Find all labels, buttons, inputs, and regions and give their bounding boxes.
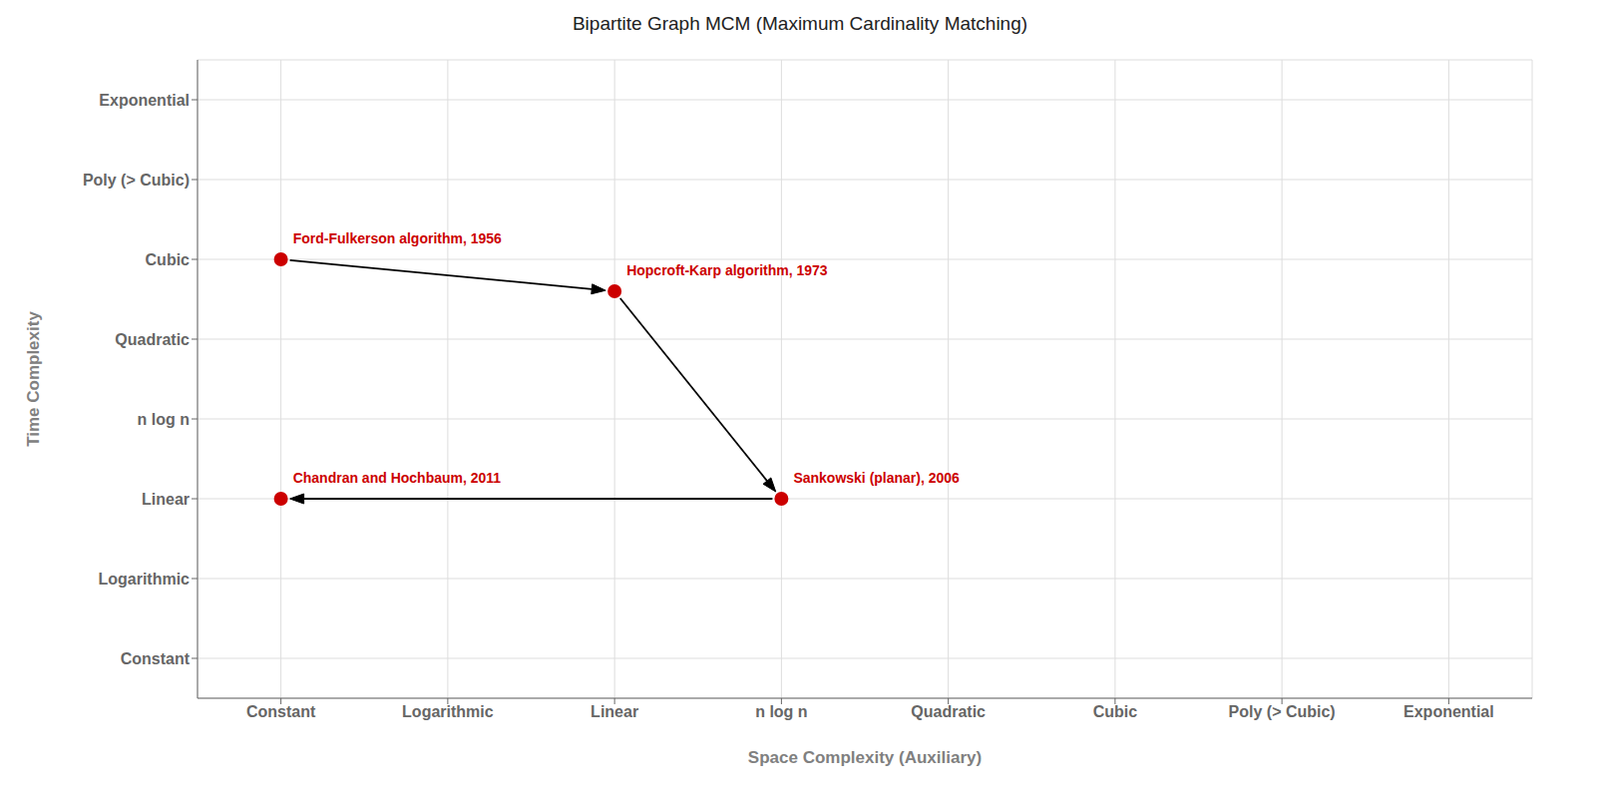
svg-text:Sankowski (planar), 2006: Sankowski (planar), 2006 [793, 469, 960, 486]
svg-text:Hopcroft-Karp algorithm, 1973: Hopcroft-Karp algorithm, 1973 [626, 262, 828, 279]
svg-text:Quadratic: Quadratic [114, 331, 190, 349]
svg-text:Poly (> Cubic): Poly (> Cubic) [1228, 703, 1336, 721]
svg-text:n log n: n log n [137, 410, 190, 428]
svg-text:Exponential: Exponential [1403, 703, 1495, 721]
svg-text:n log n: n log n [755, 703, 807, 721]
svg-text:Ford-Fulkerson algorithm, 1956: Ford-Fulkerson algorithm, 1956 [293, 230, 502, 247]
svg-text:Exponential: Exponential [98, 91, 190, 109]
svg-text:Linear: Linear [141, 490, 190, 508]
svg-text:Logarithmic: Logarithmic [401, 703, 494, 721]
html-text:Bipartite Graph MCM (Maximum C: Bipartite Graph MCM (Maximum Cardinality… [572, 12, 1028, 34]
svg-text:Quadratic: Quadratic [910, 703, 986, 721]
svg-text:Logarithmic: Logarithmic [97, 570, 190, 588]
svg-text:Time Complexity: Time Complexity [23, 311, 43, 447]
svg-text:Chandran and Hochbaum, 2011: Chandran and Hochbaum, 2011 [293, 469, 502, 486]
svg-text:Constant: Constant [246, 703, 317, 721]
svg-text:Space Complexity (Auxiliary): Space Complexity (Auxiliary) [748, 748, 982, 768]
svg-text:Constant: Constant [120, 650, 191, 668]
svg-text:Linear: Linear [590, 703, 639, 721]
svg-text:Cubic: Cubic [1093, 703, 1139, 721]
svg-text:Poly (> Cubic): Poly (> Cubic) [82, 171, 190, 189]
svg-text:Cubic: Cubic [145, 251, 191, 269]
